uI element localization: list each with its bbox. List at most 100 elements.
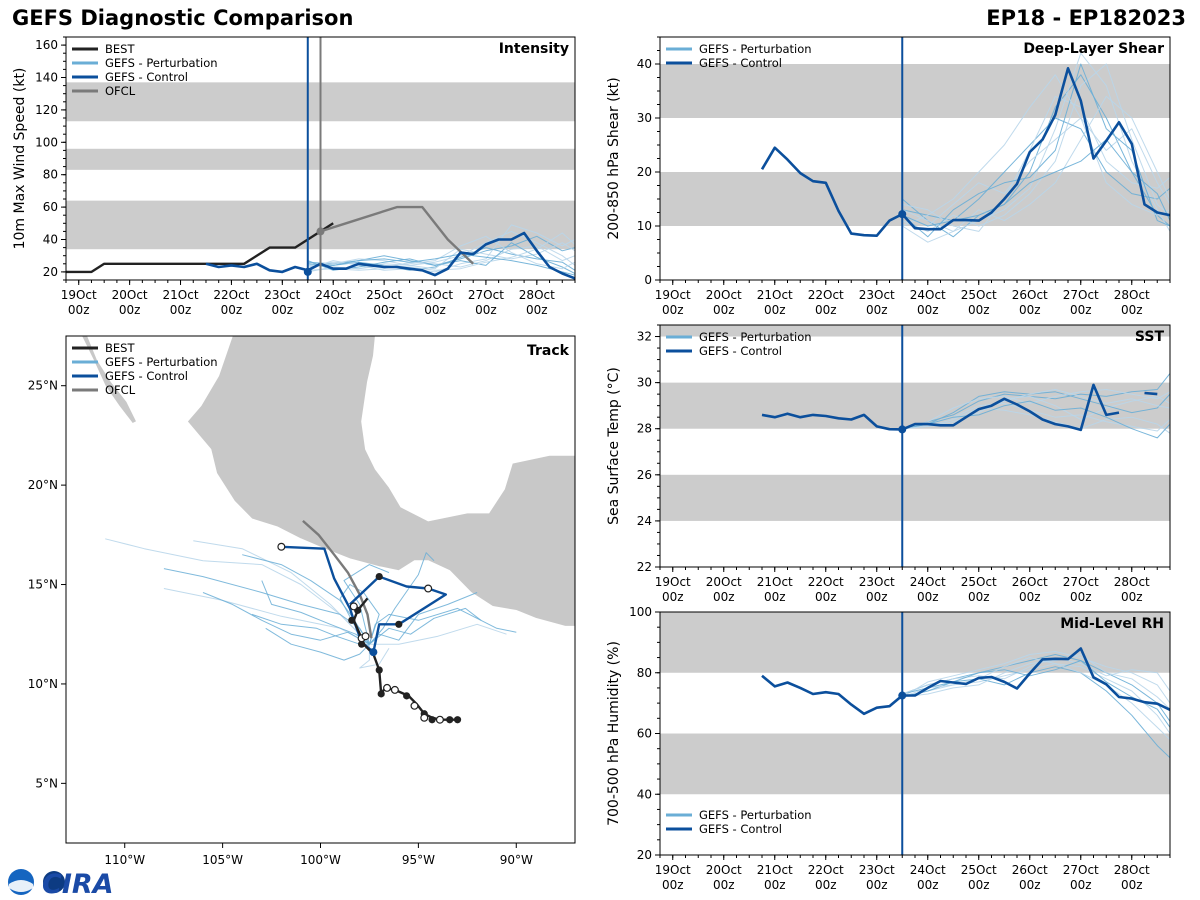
track-legend-label-1: GEFS - Perturbation [105, 355, 218, 369]
sst-xtick-sublabel-3: 00z [815, 590, 837, 604]
shear-perturbation-member-3 [902, 117, 1170, 222]
sst-xtick-sublabel-2: 00z [764, 590, 786, 604]
rh-perturbation-member-1 [902, 663, 1170, 734]
land-polygon-1 [81, 336, 138, 425]
track-ytick-label-0: 5°N [35, 776, 58, 790]
rh-band-0 [660, 733, 1170, 795]
intensity-ytick-label-4: 100 [35, 135, 58, 149]
intensity-xtick-sublabel-1: 00z [119, 303, 141, 317]
perturbation-track-10 [343, 564, 390, 645]
track-legend-label-3: OFCL [105, 383, 136, 397]
perturbation-track-11 [265, 627, 370, 661]
intensity-xtick-sublabel-8: 00z [475, 303, 497, 317]
intensity-xtick-label-7: 26Oct [417, 288, 453, 302]
perturbation-track-5 [369, 552, 435, 645]
shear-xtick-label-1: 20Oct [706, 288, 742, 302]
sst-perturbation-member-6 [902, 400, 1170, 439]
intensity-control-line [205, 231, 575, 280]
rh-xtick-label-3: 22Oct [808, 863, 844, 877]
best-track-point-0 [453, 716, 462, 724]
intensity-ytick-label-1: 40 [43, 233, 58, 247]
perturbation-faint-track-2 [369, 623, 507, 645]
perturbation-track-2 [261, 580, 370, 645]
sst-control-marker-0 [898, 425, 907, 434]
shear-perturbation-member-1 [902, 117, 1170, 227]
sst-legend-label-1: GEFS - Control [699, 344, 782, 358]
sst-frame [659, 324, 1171, 568]
track-xtick-label-4: 90°W [500, 853, 533, 867]
rh-ytick-label-4: 100 [629, 605, 652, 619]
best-track-open-point-2 [410, 701, 419, 710]
control-track-origin-marker [369, 648, 378, 657]
sst-ytick-label-3: 28 [637, 422, 652, 436]
intensity-xtick-label-8: 27Oct [468, 288, 504, 302]
rh-xtick-label-1: 20Oct [706, 863, 742, 877]
track-xtick-label-2: 100°W [300, 853, 341, 867]
shear-xtick-sublabel-0: 00z [662, 303, 684, 317]
intensity-ytick-label-0: 20 [43, 265, 58, 279]
intensity-perturbation-member-6 [307, 242, 575, 274]
sst-ylabel: Sea Surface Temp (°C) [606, 367, 622, 525]
shear-xtick-label-8: 27Oct [1063, 288, 1099, 302]
rh-xtick-label-7: 26Oct [1012, 863, 1048, 877]
intensity-xtick-label-6: 25Oct [366, 288, 402, 302]
rh-title: Mid-Level RH [1060, 616, 1164, 632]
rh-xtick-sublabel-1: 00z [713, 878, 735, 892]
best-track-point-6 [375, 666, 383, 674]
sst-control-line [761, 383, 1120, 432]
shear-ytick-label-3: 30 [637, 111, 652, 125]
sst-xtick-label-5: 24Oct [910, 575, 946, 589]
best-track-open-point-1 [420, 713, 429, 722]
intensity-xtick-sublabel-4: 00z [272, 303, 294, 317]
sst-xtick-sublabel-8: 00z [1070, 590, 1092, 604]
sst-xtick-label-6: 25Oct [961, 575, 997, 589]
shear-xtick-sublabel-4: 00z [866, 303, 888, 317]
intensity-title: Intensity [499, 41, 569, 57]
shear-ytick-label-1: 10 [637, 219, 652, 233]
intensity-ytick-label-7: 160 [35, 38, 58, 52]
control-track-open-point-3 [361, 632, 370, 641]
rh-xtick-sublabel-4: 00z [866, 878, 888, 892]
track-ytick-label-2: 15°N [28, 578, 58, 592]
intensity-ofcl-marker-0 [316, 227, 325, 236]
rh-ytick-label-1: 40 [637, 787, 652, 801]
shear-perturbation-member-7 [902, 95, 1170, 232]
shear-xtick-sublabel-2: 00z [764, 303, 786, 317]
sst-xtick-label-0: 19Oct [655, 575, 691, 589]
control-track-open-point-2 [349, 602, 358, 611]
intensity-perturbation-member-5 [307, 242, 575, 270]
intensity-xtick-label-0: 19Oct [61, 288, 97, 302]
shear-plot-area [660, 52, 1170, 243]
shear-xtick-sublabel-9: 00z [1121, 303, 1143, 317]
rh-xtick-sublabel-3: 00z [815, 878, 837, 892]
track-xtick-label-3: 95°W [402, 853, 435, 867]
rh-xtick-label-0: 19Oct [655, 863, 691, 877]
perturbation-track-4 [242, 554, 370, 645]
shear-title: Deep-Layer Shear [1023, 41, 1164, 57]
track-title: Track [527, 343, 570, 359]
ofcl-track [302, 520, 373, 639]
sst-legend-label-0: GEFS - Perturbation [699, 330, 812, 344]
land-polygon-0 [186, 336, 575, 627]
intensity-xtick-label-5: 24Oct [315, 288, 351, 302]
sst-band-2 [660, 325, 1170, 337]
intensity-xtick-label-4: 23Oct [264, 288, 300, 302]
best-track-point-1 [446, 716, 454, 724]
shear-ytick-label-4: 40 [637, 57, 652, 71]
sst-xtick-label-8: 27Oct [1063, 575, 1099, 589]
perturbation-track-9 [202, 592, 370, 645]
sst-xtick-label-4: 23Oct [859, 575, 895, 589]
sst-ytick-label-1: 24 [637, 514, 652, 528]
shear-band-1 [660, 64, 1170, 118]
sst-xtick-sublabel-0: 00z [662, 590, 684, 604]
best-track-point-2 [428, 716, 436, 724]
sst-perturbation-member-0 [902, 373, 1170, 430]
intensity-ylabel: 10m Max Wind Speed (kt) [12, 68, 28, 250]
shear-xtick-label-0: 19Oct [655, 288, 691, 302]
rh-xtick-sublabel-8: 00z [1070, 878, 1092, 892]
storm-id: EP18 - EP182023 [986, 6, 1186, 30]
intensity-ytick-label-3: 80 [43, 168, 58, 182]
sst-ytick-label-2: 26 [637, 468, 652, 482]
intensity-best-line [66, 222, 334, 274]
perturbation-track-8 [369, 607, 482, 645]
